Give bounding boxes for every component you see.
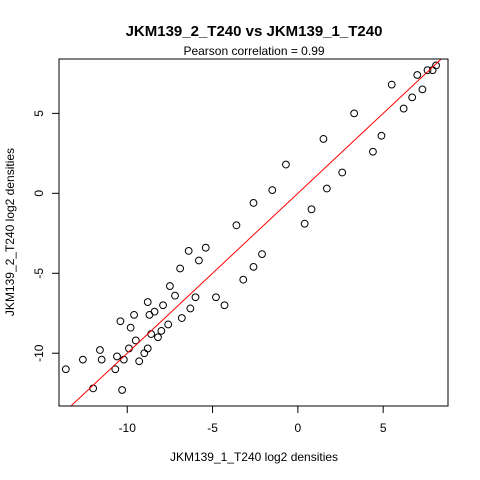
data-point — [307, 205, 316, 214]
data-point — [282, 160, 290, 169]
data-point — [143, 298, 152, 306]
data-point — [97, 355, 106, 364]
data-point — [118, 386, 127, 394]
y-tick-label: 0 — [32, 190, 46, 197]
data-point — [159, 301, 167, 310]
data-point — [171, 291, 179, 300]
data-point — [96, 346, 104, 354]
data-point — [186, 304, 195, 313]
x-tick-label: 5 — [380, 421, 387, 435]
data-point — [157, 326, 166, 335]
fit-line — [70, 59, 442, 406]
y-tick-label: 5 — [32, 110, 46, 117]
data-point — [220, 301, 229, 310]
data-point — [432, 61, 440, 70]
data-point — [300, 219, 309, 228]
data-point — [249, 199, 258, 207]
data-point — [191, 293, 200, 302]
data-point — [61, 365, 70, 374]
data-point — [135, 357, 144, 366]
data-point — [166, 282, 174, 290]
data-point — [143, 344, 152, 353]
data-point — [119, 355, 128, 364]
data-point — [319, 135, 328, 143]
data-point — [131, 336, 140, 345]
data-point — [150, 307, 159, 316]
x-tick-label: -5 — [207, 421, 218, 435]
data-point — [89, 384, 98, 393]
data-point — [116, 317, 125, 326]
data-point — [195, 256, 203, 265]
data-point — [126, 323, 135, 332]
data-point — [399, 104, 408, 113]
data-point — [268, 186, 277, 195]
axes: -10 -5 0 5 -10 -5 0 5 — [32, 110, 387, 435]
data-point — [113, 352, 121, 361]
data-point — [201, 243, 210, 252]
data-point — [145, 310, 154, 319]
y-tick-label: -10 — [32, 344, 46, 362]
data-point — [111, 365, 120, 374]
chart-title: JKM139_2_T240 vs JKM139_1_T240 — [126, 23, 383, 40]
data-point — [232, 221, 241, 230]
y-tick-label: -5 — [32, 268, 46, 279]
data-point — [140, 349, 149, 358]
x-axis-label: JKM139_1_T240 log2 densities — [170, 450, 338, 464]
data-point — [125, 344, 133, 353]
data-point — [249, 262, 258, 271]
data-point — [177, 314, 186, 322]
data-point — [338, 168, 347, 177]
data-point — [418, 85, 427, 94]
data-point — [413, 71, 422, 79]
data-point — [428, 66, 437, 75]
data-point — [78, 355, 87, 364]
data-point — [239, 275, 248, 284]
data-point — [147, 330, 156, 338]
x-tick-label: -10 — [119, 421, 137, 435]
data-point — [154, 333, 162, 342]
data-point — [387, 80, 396, 89]
data-point — [130, 310, 138, 319]
data-point — [423, 66, 432, 75]
plot-marks — [61, 59, 442, 406]
data-point — [369, 147, 377, 156]
data-point — [212, 293, 220, 302]
x-tick-label: 0 — [295, 421, 302, 435]
chart-subtitle: Pearson correlation = 0.99 — [183, 44, 324, 58]
data-point — [377, 131, 386, 140]
data-point — [176, 264, 185, 273]
data-point — [408, 93, 417, 102]
data-point — [258, 250, 266, 258]
plot-frame — [58, 58, 449, 407]
data-point — [350, 109, 359, 118]
y-axis-label: JKM139_2_T240 log2 densities — [3, 148, 17, 316]
data-point — [164, 320, 173, 329]
data-point — [184, 246, 193, 255]
data-point — [322, 184, 331, 193]
